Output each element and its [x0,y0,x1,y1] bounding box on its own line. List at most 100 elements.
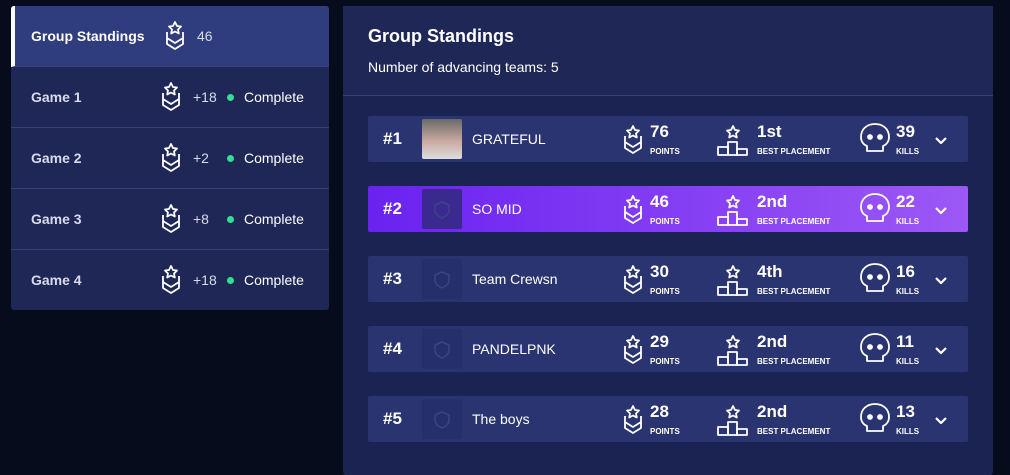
points-icon [623,334,645,371]
team-name: GRATEFUL [472,131,546,147]
panel-header: Group Standings Number of advancing team… [343,6,993,96]
kills-value: 22 [896,192,915,211]
rank: #5 [383,409,402,428]
team-row[interactable]: #5 The boys 28 POINTS 2nd BEST PLACEMENT 13 KIL… [368,396,968,442]
placement-label: BEST PLACEMENT [757,427,831,436]
rank-icon-svg [162,143,180,172]
team-row[interactable]: #3 Team Crewsn 30 POINTS 4th BEST PLACEMENT 16… [368,256,968,302]
item-points: +8 [193,211,209,227]
item-label: Group Standings [31,28,145,44]
expand-chevron[interactable] [934,413,948,431]
points-icon-svg [624,405,642,434]
points-value: 76 [650,122,669,141]
team-row[interactable]: #2 SO MID 46 POINTS 2nd BEST PLACEMENT 22 KILLS [368,186,968,232]
rank-icon [165,20,187,55]
item-points: 46 [197,28,213,44]
sidebar-item[interactable]: Group Standings 46 [11,6,329,67]
status-dot [227,276,234,284]
points-value: 29 [650,332,669,351]
item-points: +18 [193,272,217,288]
sidebar-item[interactable]: Game 1 +18 Complete [11,67,329,128]
sidebar-item[interactable]: Game 4 +18 Complete [11,250,329,310]
rank-icon-svg [162,204,180,233]
rank-icon-svg [162,265,180,294]
avatar-shield [434,341,450,359]
rank-icon-svg [162,82,180,111]
expand-chevron-svg [935,347,947,355]
avatar-shield [434,411,450,429]
rank: #2 [383,199,402,218]
points-icon-svg [624,195,642,224]
kills-icon-svg [860,123,890,152]
kills-icon-svg [860,193,890,222]
team-name: SO MID [472,201,522,217]
kills-icon [859,122,891,159]
expand-chevron[interactable] [934,343,948,361]
placement-icon-svg [717,265,748,296]
points-value: 46 [650,192,669,211]
expand-chevron[interactable] [934,203,948,221]
placement-icon-svg [717,125,748,156]
expand-chevron-svg [935,417,947,425]
rank-icon [161,264,183,299]
kills-icon-svg [860,333,890,362]
status-dot [227,93,234,101]
rank-icon [161,203,183,238]
placement-label: BEST PLACEMENT [757,357,831,366]
rank: #4 [383,339,402,358]
rank-icon-svg [166,21,184,50]
points-value: 28 [650,402,669,421]
points-value: 30 [650,262,669,281]
kills-label: KILLS [896,427,920,436]
item-label: Game 3 [31,211,82,227]
placement-icon-svg [717,195,748,226]
team-avatar [422,189,462,229]
rank: #1 [383,129,402,148]
sidebar: Group Standings 46 Game 1 +18 Complete Game 2… [11,6,329,310]
points-icon-svg [624,265,642,294]
sidebar-item[interactable]: Game 2 +2 Complete [11,128,329,189]
kills-value: 11 [896,332,914,351]
standings-panel: Group Standings Number of advancing team… [343,6,993,475]
expand-chevron[interactable] [934,133,948,151]
item-status: Complete [244,272,304,288]
kills-icon [859,332,891,369]
kills-icon [859,192,891,229]
points-label: POINTS [650,217,680,226]
placement-value: 2nd [757,402,788,421]
expand-chevron[interactable] [934,273,948,291]
team-name: Team Crewsn [472,271,558,287]
sidebar-item[interactable]: Game 3 +8 Complete [11,189,329,250]
item-label: Game 1 [31,89,82,105]
points-label: POINTS [650,147,680,156]
item-status: Complete [244,211,304,227]
placement-icon [716,334,750,373]
team-row[interactable]: #1 GRATEFUL 76 POINTS 1st BEST PLACEMENT 39 KIL… [368,116,968,162]
team-avatar [422,259,462,299]
points-icon [623,404,645,441]
item-label: Game 4 [31,272,82,288]
avatar-shield [434,201,450,219]
item-points: +18 [193,89,217,105]
placement-icon [716,194,750,233]
team-row[interactable]: #4 PANDELPNK 29 POINTS 2nd BEST PLACEMENT 11 KI… [368,326,968,372]
expand-chevron-svg [935,277,947,285]
placement-icon [716,404,750,443]
rank-icon [161,81,183,116]
points-icon [623,264,645,301]
status-dot [227,215,234,223]
team-name: PANDELPNK [472,341,556,357]
rank-icon [161,142,183,177]
kills-label: KILLS [896,357,920,366]
avatar-shield [434,271,450,289]
kills-icon [859,402,891,439]
placement-label: BEST PLACEMENT [757,287,831,296]
kills-label: KILLS [896,147,920,156]
placement-value: 2nd [757,192,788,211]
points-icon-svg [624,335,642,364]
placement-value: 1st [757,122,782,141]
team-avatar [422,119,462,159]
rank: #3 [383,269,402,288]
points-label: POINTS [650,427,680,436]
